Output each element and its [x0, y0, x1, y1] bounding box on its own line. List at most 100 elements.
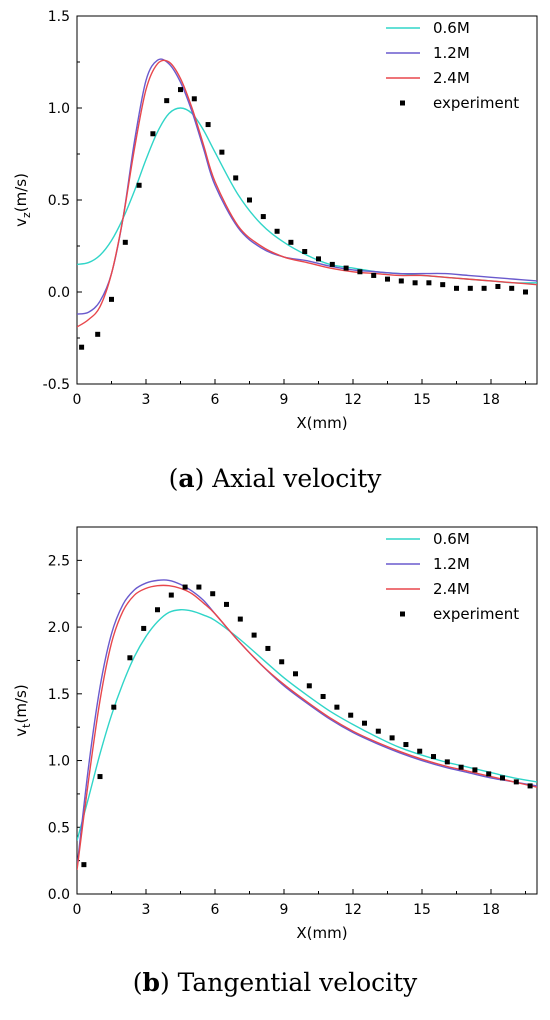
- experiment-point: [168, 592, 174, 598]
- x-tick-label: 3: [142, 902, 151, 918]
- legend-label: 0.6M: [433, 530, 470, 548]
- experiment-point: [196, 584, 202, 590]
- plot-frame: [76, 526, 538, 895]
- series-line-1.2M: [77, 579, 537, 868]
- legend-label: experiment: [433, 605, 519, 623]
- series-line-0.6M: [77, 608, 537, 841]
- legend-label: 1.2M: [433, 555, 470, 573]
- legend: 0.6M 1.2M 2.4M experiment: [386, 530, 519, 623]
- experiment-point: [472, 767, 478, 773]
- experiment-point: [191, 96, 197, 102]
- experiment-point: [279, 659, 285, 665]
- experiment-point: [357, 269, 363, 275]
- experiment-point: [210, 591, 216, 597]
- x-axis-label: X(mm): [296, 924, 347, 942]
- experiment-point: [288, 239, 294, 245]
- experiment-point: [444, 759, 450, 765]
- experiment-point: [320, 693, 326, 699]
- experiment-point: [334, 704, 340, 710]
- y-tick-label: 1.5: [48, 687, 70, 703]
- experiment-point: [81, 862, 87, 868]
- series-line-2.4M: [77, 59, 537, 328]
- plot-area: [77, 579, 537, 871]
- experiment-point: [329, 261, 335, 267]
- x-tick-label: 15: [413, 902, 431, 918]
- chart-panel-axial: 0 3 6 9 12 15 18 -0.5 0.0 0.5 1.0 1.5 X(mm) vz(m/s) 0.…: [0, 0, 550, 505]
- experiment-point: [527, 783, 533, 789]
- experiment-point: [293, 671, 298, 677]
- experiment-point: [371, 272, 377, 278]
- y-tick-label: -0.5: [43, 377, 70, 393]
- experiment-point: [523, 289, 528, 295]
- y-tick-label: 0.5: [48, 193, 70, 209]
- experiment-point: [95, 331, 101, 337]
- x-tick-label: 9: [280, 392, 289, 408]
- experiment-point: [79, 344, 85, 350]
- experiment-point: [375, 728, 381, 734]
- x-tick-label: 12: [344, 902, 362, 918]
- tangential-velocity-chart: 0 3 6 9 12 15 18 0.0 0.5 1.0 1.5 2.0 2.5 X(mm) vt(m/s)…: [12, 526, 538, 942]
- series-line-0.6M: [77, 107, 537, 284]
- y-tick-label: 1.0: [48, 101, 70, 117]
- experiment-point: [486, 771, 492, 777]
- experiment-point: [513, 779, 519, 785]
- experiment-point: [500, 775, 505, 781]
- experiment-point: [467, 285, 473, 291]
- y-tick-label: 2.5: [48, 553, 70, 569]
- experiment-point: [224, 601, 229, 607]
- caption-paren-close: ): [194, 464, 205, 493]
- experiment-point: [97, 774, 103, 780]
- x-tick-label: 18: [482, 902, 500, 918]
- experiment-point: [150, 131, 156, 137]
- legend-label: 2.4M: [433, 580, 470, 598]
- x-tick-label: 9: [280, 902, 289, 918]
- experiment-point: [440, 282, 446, 288]
- experiment-point: [247, 197, 252, 203]
- legend-swatch-experiment: [400, 100, 405, 106]
- experiment-point: [348, 712, 354, 718]
- y-tick-label: 2.0: [48, 620, 70, 636]
- legend-label: 2.4M: [433, 69, 470, 87]
- series-line-2.4M: [77, 584, 537, 871]
- x-tick-label: 6: [211, 902, 220, 918]
- experiment-point: [343, 265, 349, 271]
- legend-label: 1.2M: [433, 44, 470, 62]
- y-tick-label: 0.0: [48, 887, 70, 903]
- experiment-point: [111, 704, 117, 710]
- caption-text: Axial velocity: [204, 464, 382, 493]
- plot-area: [77, 58, 537, 350]
- experiment-point: [403, 742, 409, 748]
- experiment-point: [431, 754, 436, 760]
- experiment-point: [109, 296, 114, 302]
- experiment-point: [219, 149, 225, 155]
- y-tick-label: 1.5: [48, 9, 70, 25]
- experiment-point: [233, 175, 239, 181]
- caption-axial: (a) Axial velocity: [0, 464, 550, 493]
- caption-text: Tangential velocity: [169, 968, 418, 997]
- caption-letter: a: [178, 464, 195, 493]
- experiment-point: [127, 655, 133, 661]
- experiment-point: [412, 280, 418, 286]
- x-tick-label: 12: [344, 392, 362, 408]
- experiment-point: [385, 276, 390, 282]
- y-tick-label: 0.5: [48, 820, 70, 836]
- x-tick-label: 0: [73, 902, 82, 918]
- experiment-point: [509, 285, 515, 291]
- legend-label: 0.6M: [433, 19, 470, 37]
- x-axis-label: X(mm): [296, 414, 347, 432]
- experiment-point: [398, 278, 404, 284]
- experiment-point: [265, 645, 271, 651]
- experiment-point: [155, 607, 160, 613]
- caption-paren-open: (: [168, 464, 179, 493]
- experiment-point: [237, 616, 243, 622]
- experiment-point: [389, 735, 395, 741]
- experiment-point: [454, 285, 459, 291]
- caption-letter: b: [142, 968, 160, 997]
- experiment-point: [136, 182, 142, 188]
- x-tick-label: 18: [482, 392, 500, 408]
- x-tick-label: 15: [413, 392, 431, 408]
- experiment-point: [178, 87, 183, 93]
- legend: 0.6M 1.2M 2.4M experiment: [386, 19, 519, 112]
- experiment-point: [141, 625, 147, 631]
- experiment-point: [426, 280, 432, 286]
